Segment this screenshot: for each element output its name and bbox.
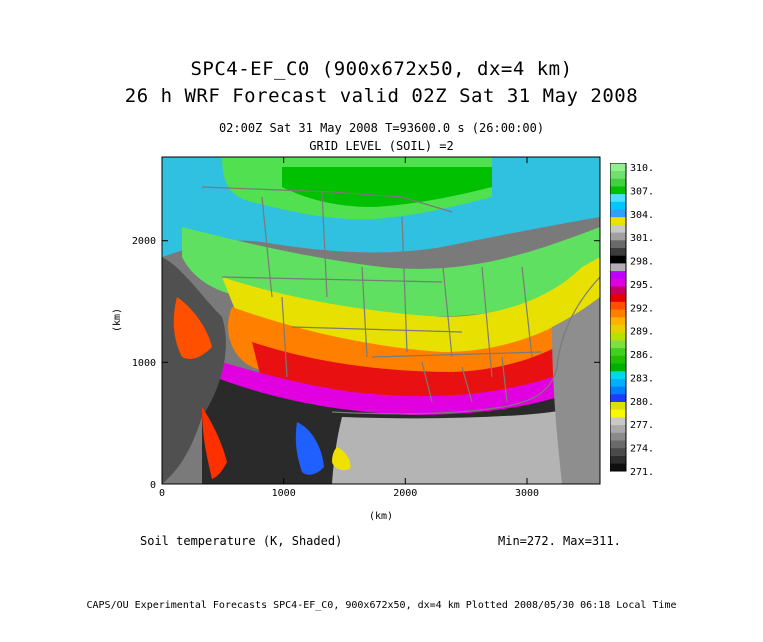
map-frame [161, 156, 601, 485]
colorbar-swatch [610, 255, 626, 264]
colorbar-frame [610, 163, 627, 472]
colorbar-label: 283. [630, 374, 654, 385]
colorbar-swatch [610, 332, 626, 341]
colorbar-swatch [610, 224, 626, 233]
colorbar-label: 310. [630, 163, 654, 174]
title-line-1: SPC4-EF_C0 (900x672x50, dx=4 km) [190, 58, 573, 80]
colorbar-label: 307. [630, 186, 654, 197]
colorbar-swatch [610, 409, 626, 418]
colorbar-swatch [610, 240, 626, 248]
colorbar-swatch [610, 178, 626, 187]
colorbar-swatch [610, 378, 626, 387]
colorbar-swatch [610, 170, 626, 179]
variable-description: Soil temperature (K, Shaded) [140, 534, 343, 548]
y-tick-2000: 2000 [132, 236, 156, 247]
y-tick-1000: 1000 [132, 358, 156, 369]
colorbar-swatch [610, 432, 626, 441]
colorbar-swatch [610, 463, 626, 472]
x-tick-0: 0 [159, 488, 165, 499]
colorbar-swatch [610, 263, 626, 272]
colorbar-swatch [610, 193, 626, 202]
colorbar-swatch [610, 324, 626, 333]
x-tick-2000: 2000 [393, 488, 417, 499]
colorbar-swatch [610, 186, 626, 195]
colorbar-swatch [610, 216, 626, 225]
band-green-core [282, 167, 492, 207]
colorbar-label: 277. [630, 420, 654, 431]
soil-temperature-map [162, 157, 600, 484]
colorbar-swatches [610, 163, 626, 472]
x-tick-3000: 3000 [515, 488, 539, 499]
state-borders [201, 186, 543, 403]
colorbar-swatch [610, 363, 626, 372]
grid-level-label: GRID LEVEL (SOIL) =2 [309, 139, 454, 153]
x-axis-label: (km) [369, 511, 393, 522]
colorbar-swatch [610, 340, 626, 349]
colorbar-swatch [610, 309, 626, 318]
colorbar-swatch [610, 455, 626, 464]
title-line-2: 26 h WRF Forecast valid 02Z Sat 31 May 2… [124, 85, 639, 107]
colorbar-swatch [610, 270, 626, 279]
y-tick-0: 0 [150, 480, 156, 491]
coastline [331, 276, 600, 415]
x-tick-1000: 1000 [272, 488, 296, 499]
colorbar-swatch [610, 317, 626, 325]
colorbar-labels: 310. 307. 304. 301. 298. 295. 292. 289. 286. 283.… [630, 163, 654, 475]
colorbar-swatch [610, 293, 626, 302]
west-orange-patch [173, 297, 212, 359]
colorbar-swatch [610, 370, 626, 379]
mexico-yellow-patch [332, 447, 351, 471]
colorbar-label: 301. [630, 233, 654, 244]
min-max-values: Min=272. Max=311. [498, 534, 621, 548]
colorbar-swatch [610, 417, 626, 426]
valid-time-line: 02:00Z Sat 31 May 2008 T=93600.0 s (26:0… [218, 121, 545, 135]
colorbar-swatch [610, 247, 626, 256]
colorbar-swatch [610, 201, 626, 210]
colorbar-label: 274. [630, 444, 654, 455]
colorbar-swatch [610, 232, 626, 241]
y-axis-label: (km) [112, 308, 123, 332]
band-green-central [182, 227, 600, 317]
colorbar-swatch [610, 401, 626, 410]
colorbar-swatch [610, 355, 626, 364]
colorbar-label: 292. [630, 303, 654, 314]
atlantic-gray [552, 297, 600, 484]
colorbar-swatch [610, 440, 626, 449]
colorbar-label: 304. [630, 210, 654, 221]
southwest-red-patch [202, 407, 227, 479]
mexico-blue-patch [295, 422, 324, 475]
colorbar-label: 295. [630, 280, 654, 291]
colorbar-swatch [610, 163, 626, 171]
colorbar-swatch [610, 209, 626, 218]
colorbar-label: 289. [630, 327, 654, 338]
colorbar-swatch [610, 286, 626, 295]
colorbar-swatch [610, 278, 626, 287]
colorbar-swatch [610, 386, 626, 395]
colorbar-swatch [610, 424, 626, 433]
colorbar-swatch [610, 347, 626, 356]
colorbar-swatch [610, 394, 626, 402]
colorbar: 310. 307. 304. 301. 298. 295. 292. 289. 286. 283.… [610, 163, 654, 475]
colorbar-swatch [610, 301, 626, 310]
colorbar-label: 298. [630, 257, 654, 268]
colorbar-label: 286. [630, 350, 654, 361]
colorbar-swatch [610, 447, 626, 456]
colorbar-label: 280. [630, 397, 654, 408]
gulf-light-gray [332, 402, 600, 484]
colorbar-label: 271. [630, 467, 654, 475]
band-red [252, 322, 600, 409]
footer-credit: CAPS/OU Experimental Forecasts SPC4-EF_C… [86, 600, 677, 611]
